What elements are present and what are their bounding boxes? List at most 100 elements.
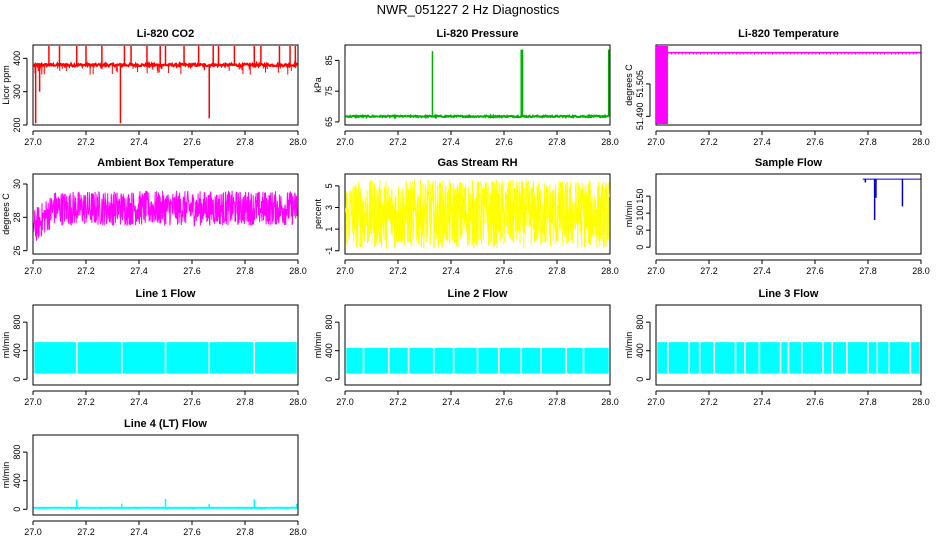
x-tick-label: 27.2 [389,137,407,147]
flow-segment [869,342,877,373]
y-tick-label: 800 [635,315,645,330]
series-li-820-temperature [656,46,920,124]
panel-title: Line 2 Flow [448,288,508,300]
x-tick-label: 27.4 [753,137,771,147]
x-tick-label: 27.0 [647,266,665,276]
flow-segment [848,342,868,373]
flow-segment [760,342,780,373]
x-tick-label: 27.2 [700,397,718,407]
x-tick-label: 28.0 [289,527,307,537]
flow-segment [542,348,566,374]
y-tick-label: 800 [12,315,22,330]
x-tick-label: 28.0 [601,137,619,147]
x-tick-label: 27.8 [236,137,254,147]
flow-segment [454,348,476,374]
panel-title: Line 3 Flow [759,288,819,300]
panel-title: Ambient Box Temperature [97,157,234,169]
y-axis-label: degrees C [1,193,11,235]
y-tick-label: 400 [12,473,22,488]
series-line [346,116,610,118]
y-axis-label: percent [313,198,323,229]
flow-segment [123,342,165,373]
x-tick-label: 27.4 [753,266,771,276]
x-tick-label: 27.0 [647,397,665,407]
plot-frame [656,45,921,125]
y-tick-label: 150 [635,189,645,204]
flow-segment [255,342,297,373]
flow-segment [803,342,823,373]
series-line [34,191,298,241]
x-tick-label: 27.6 [183,266,201,276]
x-tick-label: 27.6 [806,266,824,276]
flow-segment [669,342,689,373]
flow-segment [690,342,699,373]
x-tick-label: 27.0 [24,137,42,147]
flow-segment [499,348,520,374]
x-tick-label: 27.4 [130,266,148,276]
y-axis-label: ml/min [624,332,634,359]
x-tick-label: 27.4 [130,527,148,537]
data-block [656,46,668,124]
y-tick-label: 300 [12,84,22,99]
x-tick-label: 27.6 [495,397,513,407]
flow-segment [346,348,362,374]
x-tick-label: 27.0 [24,266,42,276]
series-li-820-pressure [345,50,610,118]
flow-segment [435,348,453,374]
series-li-820-co2 [34,46,298,123]
y-tick-label: 50 [635,225,645,235]
panel-title: Sample Flow [755,157,823,169]
flow-segment [911,342,919,373]
series-sample-flow [863,179,921,220]
y-axis-label: degrees C [624,64,634,106]
y-axis-label: Licor ppm [1,65,11,105]
y-axis-label: ml/min [624,201,634,228]
x-tick-label: 27.8 [859,397,877,407]
flow-segment [364,348,388,374]
x-tick-label: 27.2 [77,266,95,276]
y-tick-label: -1 [324,247,334,255]
x-tick-label: 27.4 [753,397,771,407]
flow-segment [78,342,121,373]
y-tick-label: 0 [12,377,22,382]
flow-segment [210,342,253,373]
x-tick-label: 27.6 [183,397,201,407]
x-tick-label: 27.2 [389,266,407,276]
y-tick-label: 0 [324,377,334,382]
x-tick-label: 27.6 [806,137,824,147]
x-tick-label: 27.6 [495,266,513,276]
y-axis-label: ml/min [313,332,323,359]
series-line-2-flow [346,348,608,374]
y-tick-label: 30 [12,179,22,189]
x-tick-label: 27.6 [183,527,201,537]
y-axis-label: ml/min [1,462,11,489]
page-title: NWR_051227 2 Hz Diagnostics [377,2,560,17]
x-tick-label: 27.0 [24,527,42,537]
x-tick-label: 28.0 [912,137,930,147]
series-line-3-flow [657,342,919,373]
flow-segment [715,342,735,373]
x-tick-label: 27.0 [336,397,354,407]
y-tick-label: 400 [12,51,22,66]
flow-segment [657,342,667,373]
y-tick-label: 0 [635,377,645,382]
flow-segment [409,348,433,374]
x-tick-label: 28.0 [289,397,307,407]
x-tick-label: 27.4 [130,137,148,147]
x-tick-label: 27.0 [24,397,42,407]
series-ambient-box-temperature [34,191,298,241]
flow-segment [746,342,759,373]
plot-frame [345,45,610,125]
flow-segment [166,342,208,373]
flow-segment [478,348,498,374]
flow-segment [878,342,888,373]
x-tick-label: 27.8 [859,266,877,276]
y-tick-label: 800 [12,445,22,460]
y-tick-label: 26 [12,246,22,256]
x-tick-label: 28.0 [912,266,930,276]
